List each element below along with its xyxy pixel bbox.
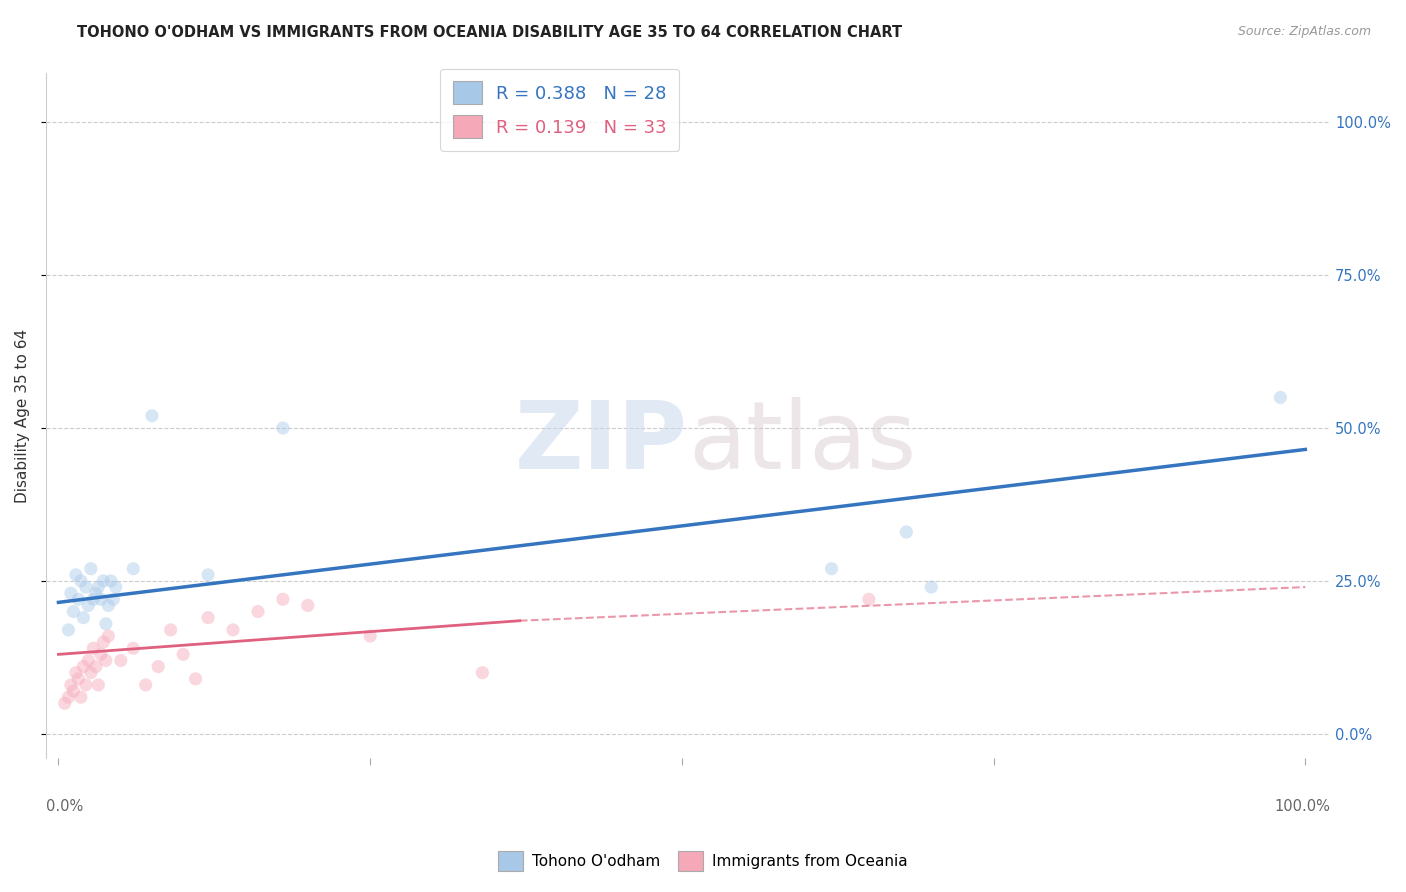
Point [53, 696, 76, 710]
Point [197, 567, 219, 582]
Point [58, 623, 80, 637]
Point [141, 409, 163, 423]
Point [67, 672, 90, 686]
Text: ZIP: ZIP [515, 397, 688, 489]
Point [59, 586, 82, 600]
Point [82, 641, 104, 656]
Point [72, 610, 94, 624]
Point [184, 672, 207, 686]
Point [84, 586, 107, 600]
Point [271, 421, 294, 435]
Legend: R = 0.388   N = 28, R = 0.139   N = 33: R = 0.388 N = 28, R = 0.139 N = 33 [440, 69, 679, 151]
Text: Source: ZipAtlas.com: Source: ZipAtlas.com [1237, 25, 1371, 38]
Point [896, 524, 918, 539]
Y-axis label: Disability Age 35 to 64: Disability Age 35 to 64 [15, 329, 30, 503]
Point [90, 648, 112, 662]
Point [103, 592, 125, 607]
Point [59, 678, 82, 692]
Point [172, 648, 194, 662]
Point [159, 623, 181, 637]
Point [471, 665, 494, 680]
Point [65, 665, 87, 680]
Point [91, 574, 114, 588]
Point [197, 610, 219, 624]
Point [246, 605, 269, 619]
Point [100, 574, 122, 588]
Point [271, 592, 294, 607]
Point [90, 592, 112, 607]
Text: TOHONO O'ODHAM VS IMMIGRANTS FROM OCEANIA DISABILITY AGE 35 TO 64 CORRELATION CH: TOHONO O'ODHAM VS IMMIGRANTS FROM OCEANI… [77, 25, 903, 40]
Point [122, 641, 145, 656]
Text: 0.0%: 0.0% [46, 799, 83, 814]
Point [75, 678, 97, 692]
Point [94, 653, 117, 667]
Point [75, 580, 97, 594]
Point [122, 562, 145, 576]
Point [222, 623, 245, 637]
Point [820, 562, 842, 576]
Point [62, 684, 84, 698]
Point [87, 678, 110, 692]
Point [82, 592, 104, 607]
Point [70, 574, 93, 588]
Point [297, 599, 319, 613]
Point [65, 567, 87, 582]
Point [70, 690, 93, 705]
Point [359, 629, 381, 643]
Point [97, 599, 120, 613]
Text: atlas: atlas [688, 397, 917, 489]
Point [58, 690, 80, 705]
Point [67, 592, 90, 607]
Point [72, 659, 94, 673]
Point [80, 562, 103, 576]
Point [135, 678, 157, 692]
Point [87, 580, 110, 594]
Point [858, 592, 880, 607]
Point [97, 629, 120, 643]
Point [91, 635, 114, 649]
Point [84, 659, 107, 673]
Point [148, 659, 170, 673]
Legend: Tohono O'odham, Immigrants from Oceania: Tohono O'odham, Immigrants from Oceania [492, 846, 914, 877]
Point [80, 665, 103, 680]
Point [62, 605, 84, 619]
Point [94, 616, 117, 631]
Point [77, 653, 100, 667]
Point [104, 580, 127, 594]
Point [920, 580, 942, 594]
Point [1270, 391, 1292, 405]
Point [110, 653, 132, 667]
Text: 100.0%: 100.0% [1274, 799, 1330, 814]
Point [77, 599, 100, 613]
